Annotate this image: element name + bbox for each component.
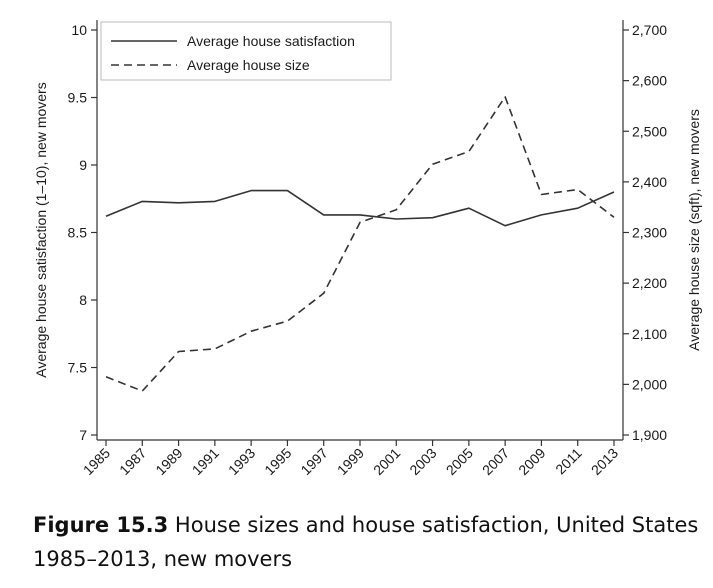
left-tick-label: 8.5: [68, 225, 88, 241]
chart: 7 7.5 8 8.5 9 9.5 10 1,900 2,000 2,100 2,200 2,300 2…: [33, 20, 702, 478]
right-tick-label: 2,300: [632, 225, 667, 241]
right-tick-label: 2,700: [632, 22, 667, 38]
series-line-house-satisfaction: [105, 189, 615, 227]
figure-label: Figure 15.3: [33, 513, 169, 537]
right-tick-label: 2,100: [632, 326, 667, 342]
legend-label-house-size: Average house size: [187, 57, 310, 73]
left-tick-label: 9.5: [68, 90, 88, 106]
figure-caption-text: House sizes and house satisfaction, Unit…: [33, 513, 699, 571]
left-tick-label: 10: [71, 22, 87, 38]
chart-svg: 7 7.5 8 8.5 9 9.5 10 1,900 2,000 2,100 2,200 2,300 2…: [33, 20, 702, 478]
x-tick-label: 2011: [552, 445, 585, 478]
right-tick-label: 2,600: [632, 73, 667, 89]
x-tick-label: 1993: [225, 445, 258, 478]
x-tick-label: 1991: [189, 445, 222, 478]
left-tick-label: 9: [79, 157, 87, 173]
series-line-house-size: [105, 96, 615, 392]
legend-label-house-satisfaction: Average house satisfaction: [187, 33, 355, 49]
x-tick-label: 1995: [261, 445, 294, 478]
right-tick-label: 2,200: [632, 275, 667, 291]
figure-caption: Figure 15.3 House sizes and house satisf…: [33, 508, 703, 576]
x-tick-label: 2005: [443, 445, 476, 478]
x-tick-label: 1987: [116, 445, 149, 478]
x-tick-label: 2009: [515, 445, 548, 478]
x-tick-label: 1989: [152, 445, 185, 478]
left-tick-label: 8: [79, 292, 87, 308]
x-tick-label: 2013: [588, 445, 621, 478]
legend-box: [100, 21, 392, 81]
x-tick-label: 2007: [479, 445, 512, 478]
x-tick-label: 2003: [406, 445, 439, 478]
right-axis-title: Average house size (sqft), new movers: [686, 109, 702, 351]
right-tick-label: 2,500: [632, 123, 667, 139]
left-axis-title: Average house satisfaction (1–10), new m…: [33, 82, 49, 377]
x-tick-label: 1999: [334, 445, 367, 478]
x-tick-label: 1997: [297, 445, 330, 478]
left-tick-label: 7: [79, 427, 87, 443]
left-tick-label: 7.5: [68, 360, 88, 376]
right-tick-label: 1,900: [632, 427, 667, 443]
x-tick-label: 2001: [370, 445, 403, 478]
right-tick-label: 2,400: [632, 174, 667, 190]
x-tick-label: 1985: [80, 445, 113, 478]
right-tick-label: 2,000: [632, 376, 667, 392]
